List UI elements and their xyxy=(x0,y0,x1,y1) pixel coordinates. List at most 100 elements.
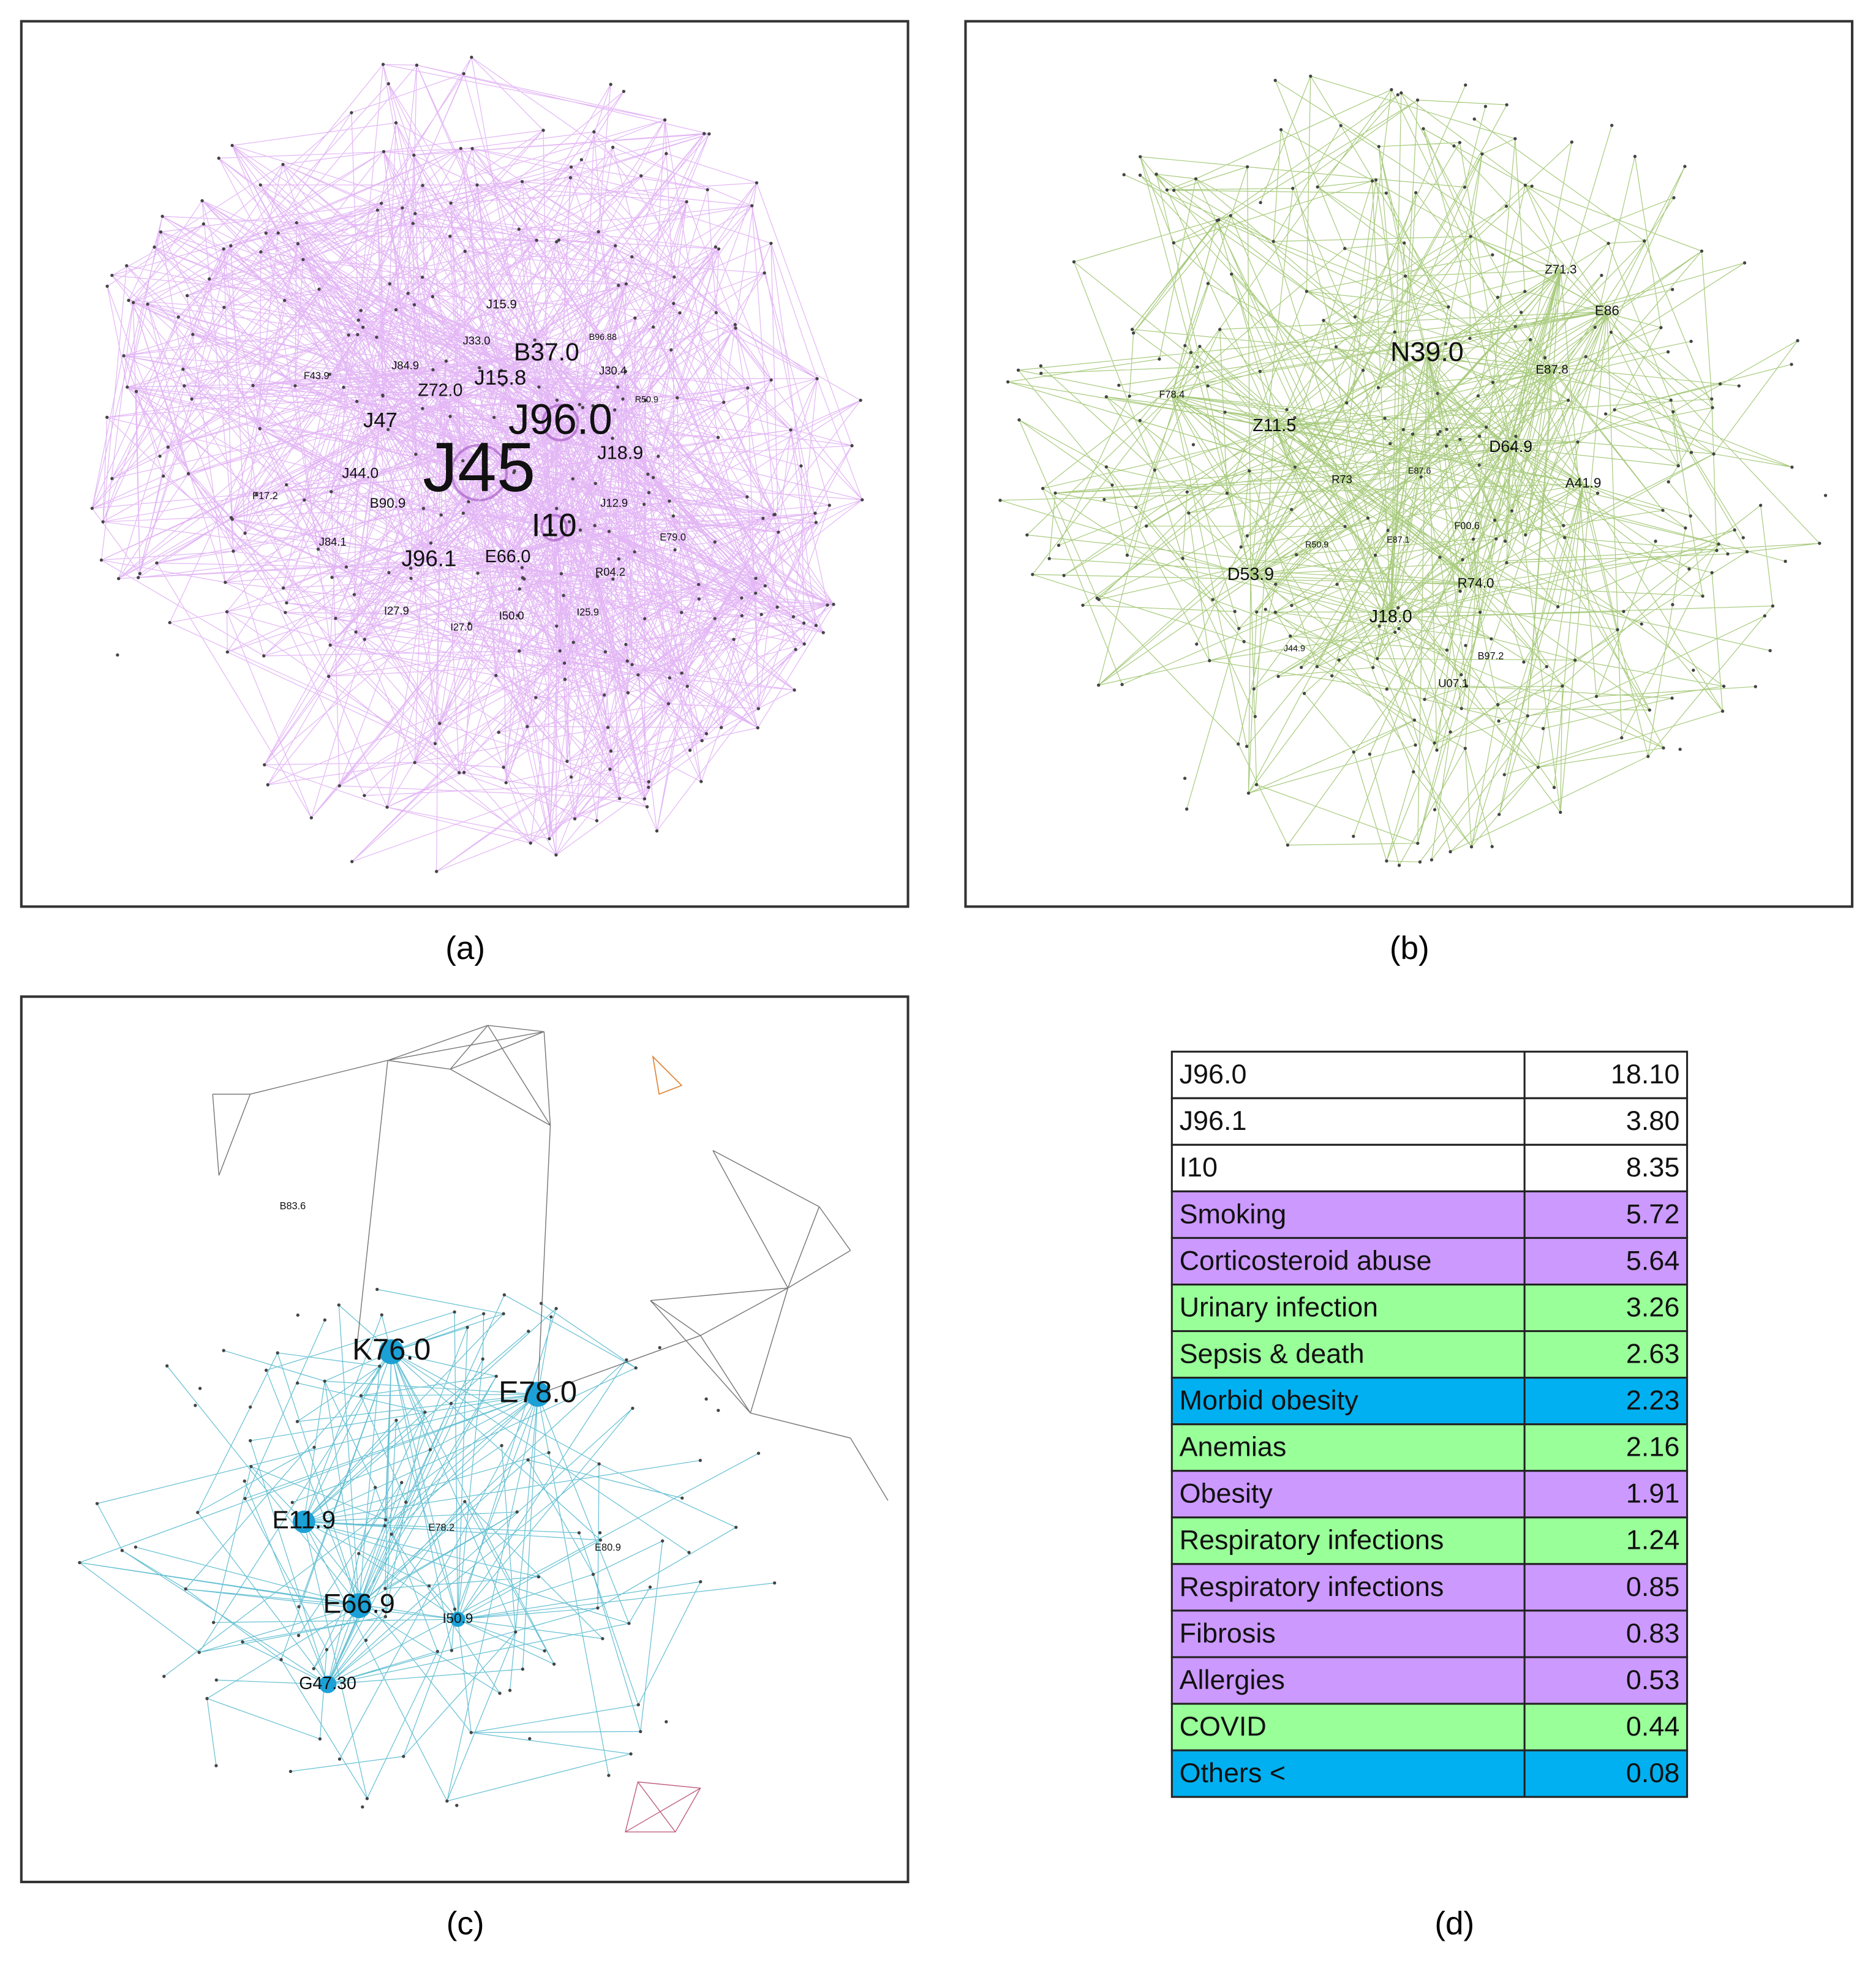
network-node xyxy=(518,587,521,591)
network-node xyxy=(1172,241,1176,245)
network-node xyxy=(312,1445,316,1449)
network-node xyxy=(411,222,415,225)
network-node xyxy=(1423,698,1426,701)
network-node xyxy=(569,775,573,779)
node-label: J84.1 xyxy=(319,535,347,548)
table-cell: Fibrosis xyxy=(1180,1617,1276,1649)
network-node xyxy=(229,516,233,519)
network-node xyxy=(222,1349,225,1352)
network-node xyxy=(687,1551,691,1554)
network-node xyxy=(607,530,611,533)
node-label: F17.2 xyxy=(252,491,278,502)
network-node xyxy=(1484,425,1488,429)
network-node xyxy=(1302,691,1306,695)
network-node xyxy=(1643,239,1646,243)
network-node xyxy=(383,1615,388,1619)
network-node xyxy=(514,1630,518,1634)
network-node xyxy=(1471,537,1475,541)
network-node xyxy=(595,819,599,822)
network-node xyxy=(412,303,416,307)
network-node xyxy=(733,323,737,326)
network-node xyxy=(1505,561,1509,565)
node-label: E78.0 xyxy=(499,1376,577,1409)
panel-frame xyxy=(20,20,910,908)
network-node xyxy=(1343,524,1347,529)
network-node xyxy=(224,581,227,584)
network-node xyxy=(1438,429,1442,434)
network-node xyxy=(191,333,195,336)
node-label: E78.2 xyxy=(429,1522,455,1533)
network-node xyxy=(1435,748,1439,752)
network-node xyxy=(431,295,435,298)
node-label: J96.1 xyxy=(402,546,457,571)
node-label: G47.30 xyxy=(299,1674,356,1693)
network-node xyxy=(547,1451,551,1455)
network-node xyxy=(596,1606,600,1610)
network-node xyxy=(1522,660,1526,664)
network-node xyxy=(1526,714,1529,718)
network-node xyxy=(462,770,466,774)
network-node xyxy=(759,612,763,617)
network-node xyxy=(1376,657,1379,661)
network-node xyxy=(243,1497,247,1500)
network-node xyxy=(1352,834,1355,838)
network-node xyxy=(1436,432,1440,436)
network-node xyxy=(1117,383,1121,387)
network-node xyxy=(409,566,413,570)
node-label: R50.9 xyxy=(635,395,658,405)
network-node xyxy=(685,200,688,204)
network-node xyxy=(557,238,561,242)
network-node xyxy=(772,1581,777,1585)
network-node xyxy=(1322,318,1325,322)
network-node xyxy=(1237,627,1241,630)
network-node xyxy=(529,841,532,845)
node-label: B83.6 xyxy=(280,1201,306,1212)
network-node xyxy=(453,1607,457,1611)
network-node xyxy=(1418,860,1422,864)
network-node xyxy=(316,548,320,551)
table-row xyxy=(1170,1283,1689,1333)
network-node xyxy=(763,584,767,588)
table-row xyxy=(1170,1749,1689,1798)
network-node xyxy=(1259,201,1262,205)
network-node xyxy=(105,284,109,288)
network-node xyxy=(1468,336,1472,341)
network-node xyxy=(1464,684,1469,688)
network-node xyxy=(559,572,563,576)
network-node xyxy=(214,1678,219,1682)
network-node xyxy=(1120,683,1124,687)
network-node xyxy=(1185,490,1189,494)
network-node xyxy=(153,245,156,249)
network-node xyxy=(1445,648,1448,652)
network-node xyxy=(134,390,138,393)
network-node xyxy=(258,183,262,187)
network-node xyxy=(1279,128,1283,132)
network-node xyxy=(361,1805,364,1809)
network-node xyxy=(1510,446,1514,451)
network-node xyxy=(508,1688,512,1692)
network-edges xyxy=(652,1055,683,1095)
network-node xyxy=(611,437,614,440)
network-node xyxy=(1237,742,1240,746)
network-node xyxy=(196,1510,200,1515)
network-node xyxy=(1416,841,1420,845)
network-node xyxy=(1053,491,1057,495)
node-label: E87.8 xyxy=(1535,363,1568,377)
network-node xyxy=(591,404,595,408)
network-node xyxy=(1666,350,1670,354)
node-label: R74.0 xyxy=(1458,575,1494,590)
hub-node xyxy=(318,1676,337,1693)
network-node xyxy=(573,817,577,821)
table-cell: 2.63 xyxy=(1626,1338,1679,1369)
network-node xyxy=(562,661,567,665)
node-label: E87.6 xyxy=(1408,467,1431,476)
network-node xyxy=(1248,469,1251,473)
network-node xyxy=(1678,747,1682,751)
table-row xyxy=(1170,1470,1689,1519)
network-node xyxy=(126,385,129,389)
network-node xyxy=(697,597,701,601)
network-node xyxy=(555,624,559,628)
network-node xyxy=(160,214,164,218)
network-node xyxy=(567,520,571,524)
network-node xyxy=(1573,658,1577,662)
